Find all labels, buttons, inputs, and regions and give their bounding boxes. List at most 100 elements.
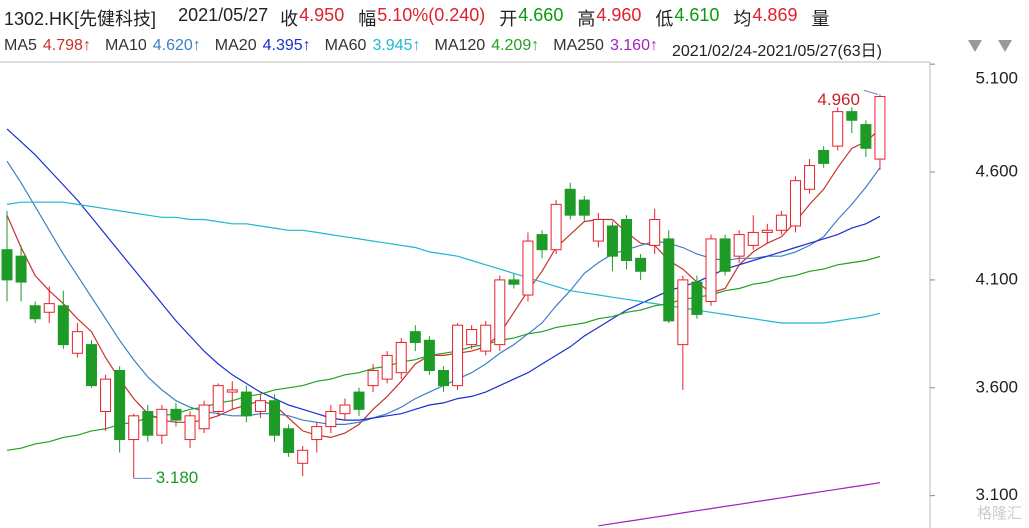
- candle-body: [480, 324, 492, 352]
- candle-body: [860, 124, 872, 149]
- candle-body: [423, 339, 435, 372]
- candle-body: [339, 404, 351, 415]
- ma-legend: MA5 4.798↑ MA10 4.620↑ MA20 4.395↑ MA60 3.945↑ M…: [4, 37, 882, 61]
- candle-body: [297, 449, 309, 464]
- candle-body: [381, 354, 393, 380]
- candle-body: [606, 225, 618, 257]
- candle-body: [705, 238, 717, 302]
- candle-body: [621, 218, 633, 261]
- candle-body: [536, 234, 548, 251]
- y-tick-label: 5.100: [975, 68, 1018, 87]
- candle-body: [29, 305, 41, 320]
- date: 2021/05/27: [178, 5, 269, 25]
- y-tick-label: 4.600: [975, 162, 1018, 181]
- y-tick-label: 3.600: [975, 377, 1018, 396]
- candle-body: [494, 279, 506, 346]
- y-tick-label: 3.100: [975, 485, 1018, 504]
- annotation: 3.180: [156, 468, 199, 487]
- candle-body: [156, 408, 168, 436]
- candle-body: [789, 180, 801, 227]
- quote-value: 4.660: [518, 5, 564, 25]
- legend-value: 4.620↑: [152, 37, 201, 54]
- dropdown-icon[interactable]: [968, 40, 982, 52]
- candle-body: [832, 111, 844, 147]
- candle-body: [550, 203, 562, 251]
- legend-value: 3.945↑: [372, 37, 421, 54]
- candle-body: [649, 218, 661, 246]
- candle-body: [240, 391, 252, 417]
- candle-body: [804, 165, 816, 190]
- quote-label: 均: [733, 9, 752, 29]
- legend-value: 3.160↑: [609, 37, 658, 54]
- legend-name: MA250: [553, 37, 604, 54]
- quote-value: 4.950: [299, 5, 345, 25]
- candle-body: [254, 400, 266, 412]
- legend-value: 4.798↑: [42, 37, 91, 54]
- candle-body: [353, 391, 365, 410]
- candle-body: [114, 370, 126, 441]
- legend-name: MA10: [104, 37, 147, 54]
- ma-line: [6, 201, 881, 324]
- candle-body: [592, 218, 604, 242]
- legend-name: MA120: [434, 37, 486, 54]
- candle-body: [367, 370, 379, 387]
- quote-value: 5.10%(0.240): [377, 5, 486, 25]
- candle-body: [452, 324, 464, 387]
- y-tick-label: 4.100: [975, 269, 1018, 288]
- quote-value: 4.610: [674, 5, 720, 25]
- quote-label: 高: [577, 9, 596, 29]
- candle-body: [212, 385, 224, 413]
- quote-label: 开: [499, 9, 518, 29]
- candle-body: [395, 341, 407, 374]
- range-label: 2021/02/24-2021/05/27(63日): [672, 37, 882, 61]
- candle-body: [437, 370, 449, 387]
- candle-body: [43, 303, 55, 313]
- title: 1302.HK[先健科技]: [4, 9, 157, 29]
- quote-label: 幅: [358, 9, 377, 29]
- candle-body: [142, 411, 154, 436]
- candle-body: [170, 408, 182, 421]
- quote-value: 4.960: [596, 5, 642, 25]
- watermark: 格隆汇: [977, 505, 1022, 522]
- candle-body: [184, 415, 196, 441]
- candle-body: [578, 199, 590, 216]
- candle-body: [283, 428, 295, 453]
- quote-label: 收: [280, 9, 299, 29]
- legend-value: 4.209↑: [491, 37, 540, 54]
- candle-body: [311, 426, 323, 441]
- dropdown-icon[interactable]: [998, 40, 1012, 52]
- candle-body: [775, 214, 787, 231]
- candle-body: [564, 188, 576, 216]
- candle-body: [409, 331, 421, 343]
- candle-body: [100, 378, 112, 412]
- candle-body: [733, 234, 745, 257]
- legend-name: MA60: [324, 37, 367, 54]
- candle-body: [635, 257, 647, 272]
- legend-name: MA5: [4, 37, 37, 54]
- candle-body: [522, 240, 534, 296]
- quote-label: 量: [811, 9, 830, 29]
- candle-body: [846, 111, 858, 121]
- candle-body: [508, 279, 520, 285]
- candle-body: [15, 255, 27, 283]
- ma-line: [598, 482, 881, 527]
- candle-body: [874, 96, 886, 160]
- candle-body: [677, 279, 689, 346]
- candle-body: [57, 305, 69, 346]
- candle-body: [128, 415, 140, 441]
- candle-body: [761, 229, 773, 233]
- ma-line: [6, 128, 881, 421]
- annotation-line: [863, 89, 879, 95]
- candle-body: [466, 329, 478, 346]
- annotation: 4.960: [817, 90, 860, 109]
- legend-value: 4.395↑: [262, 37, 311, 54]
- candle-body: [719, 238, 731, 272]
- candle-body: [325, 411, 337, 428]
- candle-body: [691, 281, 703, 315]
- candle-body: [663, 238, 675, 322]
- quote-label: 低: [655, 9, 674, 29]
- quote-value: 4.869: [752, 5, 798, 25]
- candle-body: [226, 389, 238, 393]
